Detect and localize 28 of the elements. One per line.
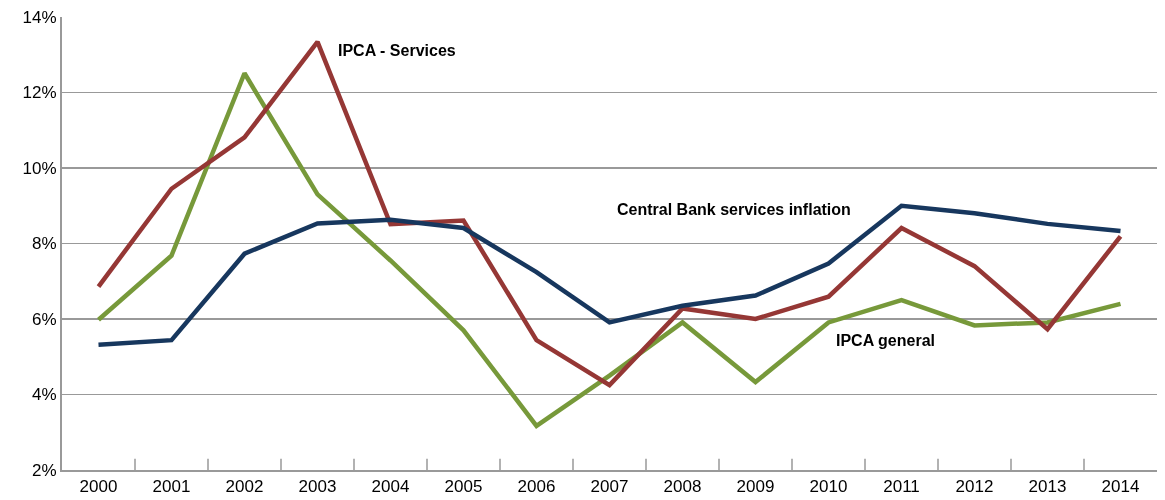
x-tick-label: 2013 <box>1028 477 1067 497</box>
x-tick-label: 2010 <box>809 477 848 497</box>
y-tick-label: 6% <box>32 309 57 329</box>
series-label: IPCA general <box>836 332 935 349</box>
series-label: IPCA - Services <box>338 42 456 59</box>
x-tick-label: 2005 <box>444 477 483 497</box>
x-tick-label: 2012 <box>955 477 994 497</box>
y-tick-label: 10% <box>22 158 57 178</box>
x-tick-label: 2002 <box>225 477 264 497</box>
series-label: Central Bank services inflation <box>617 201 851 218</box>
x-tick-label: 2009 <box>736 477 775 497</box>
line-series <box>96 203 1123 347</box>
x-tick-label: 2004 <box>371 477 410 497</box>
x-tick-label: 2007 <box>590 477 629 497</box>
x-tick-label: 2008 <box>663 477 702 497</box>
y-tick-label: 2% <box>32 460 57 480</box>
x-tick-label: 2014 <box>1101 477 1140 497</box>
line-series <box>96 71 1123 429</box>
x-tick-label: 2011 <box>883 477 920 497</box>
x-tick-label: 2000 <box>79 477 118 497</box>
y-tick-label: 14% <box>22 7 57 27</box>
line-series <box>96 39 1123 388</box>
y-tick-label: 4% <box>32 385 57 405</box>
x-tick-label: 2006 <box>517 477 556 497</box>
y-tick-label: 12% <box>22 83 57 103</box>
x-tick-label: 2001 <box>152 477 191 497</box>
y-tick-label: 8% <box>32 234 57 254</box>
x-tick-label: 2003 <box>298 477 337 497</box>
